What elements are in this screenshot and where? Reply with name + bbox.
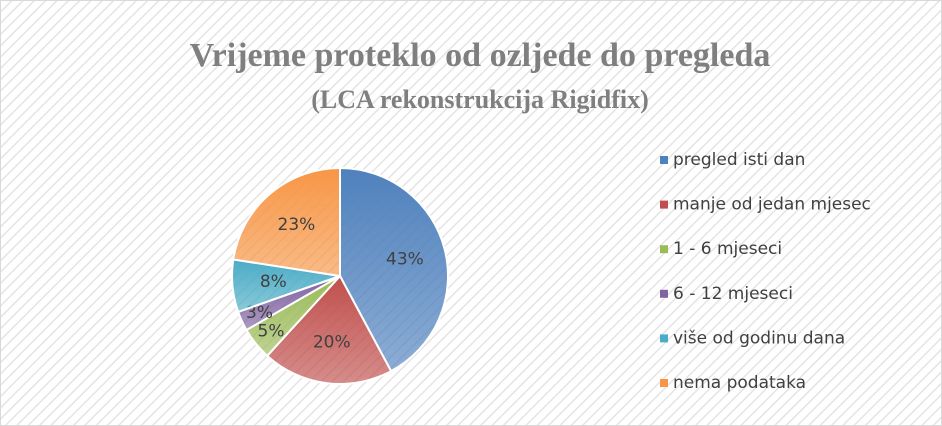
legend-swatch xyxy=(660,334,668,343)
legend-swatch xyxy=(660,200,668,209)
pie-slice xyxy=(339,166,449,373)
data-label: 5% xyxy=(258,322,285,342)
legend-swatch xyxy=(660,289,668,298)
chart-subtitle: (LCA rekonstrukcija Rigidfix) xyxy=(311,85,649,114)
pie-slice xyxy=(265,274,393,385)
data-label: 23% xyxy=(278,215,316,235)
data-label: 8% xyxy=(260,272,287,292)
legend-swatch xyxy=(660,156,668,164)
legend-label: 1 - 6 mjeseci xyxy=(673,239,782,259)
legend-label: manje od jedan mjesec xyxy=(673,195,871,215)
data-label: 43% xyxy=(386,250,424,270)
data-label: 20% xyxy=(313,332,351,352)
pie-slice xyxy=(232,166,341,278)
legend-label: 6 - 12 mjeseci xyxy=(673,284,793,304)
legend-label: više od godinu dana xyxy=(673,328,845,348)
legend-swatch xyxy=(660,245,668,254)
data-label: 3% xyxy=(246,303,273,323)
legend-label: nema podataka xyxy=(673,373,806,393)
legend-swatch xyxy=(660,379,668,387)
chart-title: Vrijeme proteklo od ozljede do pregleda xyxy=(190,37,771,74)
legend-label: pregled isti dan xyxy=(673,150,805,170)
